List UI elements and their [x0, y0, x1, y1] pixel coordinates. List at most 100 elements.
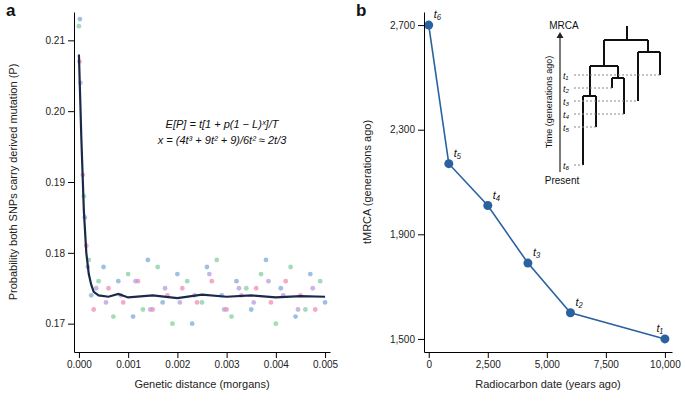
mean-line — [79, 55, 325, 299]
tree-branch — [589, 66, 591, 96]
x-tick: 0.003 — [215, 352, 240, 370]
y-tick-mark — [418, 339, 424, 340]
y-axis: 0.170.180.190.200.21 — [46, 13, 75, 353]
point — [660, 334, 669, 343]
y-tick-label: 0.17 — [46, 318, 66, 329]
point — [222, 307, 227, 312]
point — [121, 300, 126, 305]
point — [205, 265, 210, 270]
point — [273, 321, 278, 326]
x-tick: 0.005 — [313, 352, 338, 370]
point — [207, 272, 212, 277]
point — [318, 279, 323, 284]
tree-branch — [626, 26, 628, 40]
tree-branch — [617, 66, 619, 78]
y-tick: 2,700 — [390, 20, 424, 31]
y-tick-mark — [68, 40, 74, 41]
y-tick-label: 0.20 — [46, 106, 66, 117]
y-tick-label: 0.19 — [46, 177, 66, 188]
inset-guide — [574, 88, 612, 89]
equation: E[P] = t[1 + p(1 − L)ˣ]/T — [166, 118, 280, 130]
point — [229, 314, 234, 319]
point — [96, 279, 101, 284]
y-tick: 1,500 — [390, 334, 424, 345]
x-tick: 10,000 — [650, 352, 681, 370]
point — [180, 286, 185, 291]
point — [141, 307, 146, 312]
point — [259, 272, 264, 277]
point — [566, 308, 575, 317]
point — [148, 307, 153, 312]
x-tick: 0.001 — [116, 352, 141, 370]
inset-guide — [574, 127, 596, 128]
inset-tick-label: t₁ — [563, 71, 569, 81]
point — [269, 300, 274, 305]
point-label: t₆ — [434, 8, 442, 20]
figure-svg: 0.0000.0010.0020.0030.0040.0050.170.180.… — [0, 0, 685, 403]
tree-branch — [638, 51, 660, 53]
y-tick-mark — [418, 234, 424, 235]
point — [283, 279, 288, 284]
point — [89, 293, 94, 298]
x-tick-label: 5,000 — [535, 359, 560, 370]
y-tick: 0.19 — [46, 177, 74, 188]
point-label: t₅ — [454, 147, 462, 159]
y-tick: 0.17 — [46, 318, 74, 329]
point — [200, 300, 205, 305]
tree-branch — [583, 95, 596, 97]
point — [523, 259, 532, 268]
point — [177, 300, 182, 305]
point — [293, 314, 298, 319]
x-tick-label: 7,500 — [594, 359, 619, 370]
y-tick-mark — [68, 324, 74, 325]
inset-top-label: MRCA — [549, 20, 579, 31]
y-tick-label: 2,300 — [390, 124, 415, 135]
point — [91, 307, 96, 312]
tree-branch — [612, 77, 624, 79]
x-tick: 5,000 — [535, 352, 560, 370]
point — [106, 286, 111, 291]
point-label: t₄ — [493, 189, 500, 201]
x-tick-mark — [606, 352, 607, 358]
tree-branch — [659, 52, 661, 75]
y-tick-label: 1,500 — [390, 334, 415, 345]
x-tick-label: 0.002 — [165, 359, 190, 370]
y-tick-mark — [68, 253, 74, 254]
x-axis-title: Radiocarbon date (years ago) — [475, 378, 621, 390]
panel-b: 02,5005,0007,50010,0001,5001,9002,3002,7… — [356, 1, 681, 390]
point — [303, 307, 308, 312]
point — [133, 279, 138, 284]
point — [126, 272, 131, 277]
y-axis-title: Probability both SNPs carry derived muta… — [7, 64, 19, 301]
tree-branch — [582, 96, 584, 165]
x-tick-label: 0.005 — [313, 359, 338, 370]
point-label: t₂ — [575, 296, 583, 308]
point — [104, 300, 109, 305]
plot-area — [424, 21, 669, 344]
tree-branch — [637, 52, 639, 101]
x-tick-label: 0 — [426, 359, 432, 370]
point — [237, 286, 242, 291]
x-tick-label: 0.001 — [116, 359, 141, 370]
x-tick: 0.000 — [67, 352, 92, 370]
tree-branch — [623, 78, 625, 114]
point — [278, 286, 283, 291]
tree-branch — [603, 40, 605, 66]
x-tick: 0.002 — [165, 352, 190, 370]
y-tick: 0.20 — [46, 106, 74, 117]
inset-axis-title: Time (generations ago) — [544, 56, 554, 149]
x-tick-mark — [665, 352, 666, 358]
point — [249, 307, 254, 312]
point — [244, 286, 249, 291]
panel-a: 0.0000.0010.0020.0030.0040.0050.170.180.… — [6, 1, 339, 390]
x-tick-label: 0.004 — [264, 359, 289, 370]
point — [308, 272, 313, 277]
point — [185, 279, 190, 284]
x-axis-title: Genetic distance (morgans) — [134, 378, 269, 390]
x-axis: 0.000 0.001 0.002 0.003 0.004 0.005 — [67, 352, 339, 370]
x-tick-mark — [325, 352, 326, 358]
inset-time-axis — [559, 36, 560, 172]
point — [323, 300, 328, 305]
inset-tick-label: t₅ — [563, 123, 570, 133]
x-tick-mark — [488, 352, 489, 358]
